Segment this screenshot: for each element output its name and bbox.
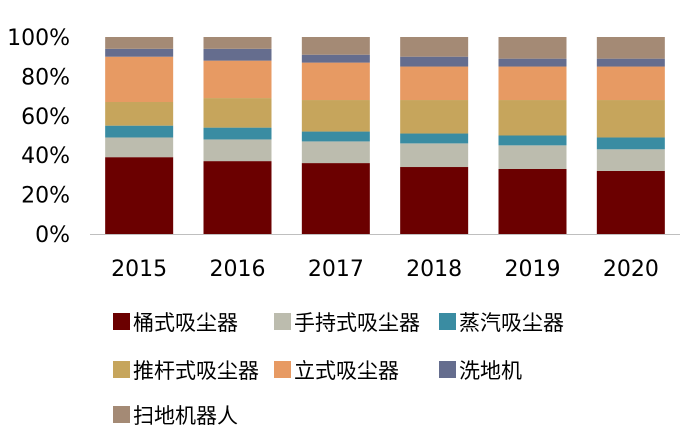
legend-item: 洗地机 — [439, 359, 522, 383]
bar-stacks — [105, 37, 665, 234]
bar-segment-2017-6 — [301, 37, 370, 55]
legend-label: 蒸汽吸尘器 — [459, 311, 564, 335]
bar-stack-2020 — [596, 37, 665, 234]
bar-segment-2018-0 — [400, 167, 469, 234]
bar-segment-2019-1 — [498, 145, 567, 169]
legend-label: 洗地机 — [459, 359, 522, 383]
bar-segment-2020-6 — [596, 37, 665, 59]
bar-segment-2015-3 — [105, 102, 174, 126]
bar-segment-2016-0 — [203, 161, 272, 234]
bar-segment-2017-4 — [301, 62, 370, 101]
bar-segment-2020-4 — [596, 66, 665, 101]
bar-segment-2019-2 — [498, 135, 567, 146]
bar-segment-2018-1 — [400, 143, 469, 168]
legend-swatch — [113, 361, 130, 378]
legend-swatch — [113, 313, 130, 330]
y-tick-label: 60% — [21, 105, 70, 130]
bar-segment-2018-5 — [400, 56, 469, 67]
bar-segment-2017-0 — [301, 163, 370, 234]
bar-segment-2019-3 — [498, 100, 567, 136]
x-tick-label: 2015 — [111, 257, 167, 282]
bar-segment-2020-3 — [596, 100, 665, 138]
x-tick-label: 2018 — [406, 257, 462, 282]
legend-item: 蒸汽吸尘器 — [439, 311, 564, 335]
legend-swatch — [439, 361, 456, 378]
bar-segment-2018-4 — [400, 66, 469, 101]
bar-segment-2015-4 — [105, 56, 174, 103]
bar-segment-2019-0 — [498, 168, 567, 234]
bar-stack-2019 — [498, 37, 567, 234]
bar-segment-2019-4 — [498, 66, 567, 101]
bar-segment-2015-1 — [105, 137, 174, 158]
x-tick-label: 2016 — [210, 257, 266, 282]
bar-segment-2020-1 — [596, 149, 665, 171]
bar-segment-2016-6 — [203, 37, 272, 49]
x-tick-label: 2017 — [308, 257, 364, 282]
bar-segment-2016-1 — [203, 139, 272, 162]
bar-segment-2017-5 — [301, 54, 370, 63]
bar-segment-2016-3 — [203, 98, 272, 128]
legend-label: 手持式吸尘器 — [294, 311, 420, 335]
bar-segment-2015-2 — [105, 125, 174, 138]
x-tick-label: 2019 — [505, 257, 561, 282]
bar-segment-2016-2 — [203, 127, 272, 140]
bar-stack-2017 — [301, 37, 370, 234]
legend-label: 立式吸尘器 — [294, 359, 399, 383]
bar-stack-2016 — [203, 37, 272, 234]
y-tick-label: 20% — [21, 184, 70, 209]
legend-label: 推杆式吸尘器 — [133, 359, 259, 383]
bar-segment-2016-5 — [203, 48, 272, 61]
bar-segment-2019-6 — [498, 37, 567, 59]
legend-item: 立式吸尘器 — [274, 359, 399, 383]
y-tick-label: 80% — [21, 65, 70, 90]
legend-swatch — [113, 406, 130, 423]
y-tick-label: 100% — [7, 26, 70, 51]
legend-label: 扫地机器人 — [133, 404, 238, 428]
bar-segment-2015-0 — [105, 157, 174, 234]
bar-segment-2020-0 — [596, 170, 665, 234]
bar-segment-2017-3 — [301, 100, 370, 132]
legend-swatch — [274, 313, 291, 330]
legend-swatch — [439, 313, 456, 330]
y-tick-label: 40% — [21, 144, 70, 169]
bar-segment-2016-4 — [203, 60, 272, 99]
y-axis-ticks: 0% 20% 40% 60% 80% 100% — [7, 26, 70, 248]
bar-stack-2015 — [105, 37, 174, 234]
bar-stack-2018 — [400, 37, 469, 234]
bar-segment-2020-2 — [596, 137, 665, 150]
bar-segment-2018-2 — [400, 133, 469, 144]
bar-segment-2019-5 — [498, 58, 567, 67]
legend-item: 桶式吸尘器 — [113, 311, 238, 335]
legend-item: 手持式吸尘器 — [274, 311, 420, 335]
legend-item: 扫地机器人 — [113, 404, 238, 428]
legend-item: 推杆式吸尘器 — [113, 359, 259, 383]
bar-segment-2017-1 — [301, 141, 370, 164]
bar-segment-2020-5 — [596, 58, 665, 67]
bar-segment-2017-2 — [301, 131, 370, 142]
y-tick-label: 0% — [35, 223, 70, 248]
x-tick-label: 2020 — [603, 257, 659, 282]
bar-segment-2018-3 — [400, 100, 469, 134]
bar-segment-2015-6 — [105, 37, 174, 49]
legend-swatch — [274, 361, 291, 378]
bar-segment-2018-6 — [400, 37, 469, 57]
bar-segment-2015-5 — [105, 48, 174, 57]
x-axis-ticks: 2015 2016 2017 2018 2019 2020 — [111, 257, 659, 282]
legend-label: 桶式吸尘器 — [133, 311, 238, 335]
